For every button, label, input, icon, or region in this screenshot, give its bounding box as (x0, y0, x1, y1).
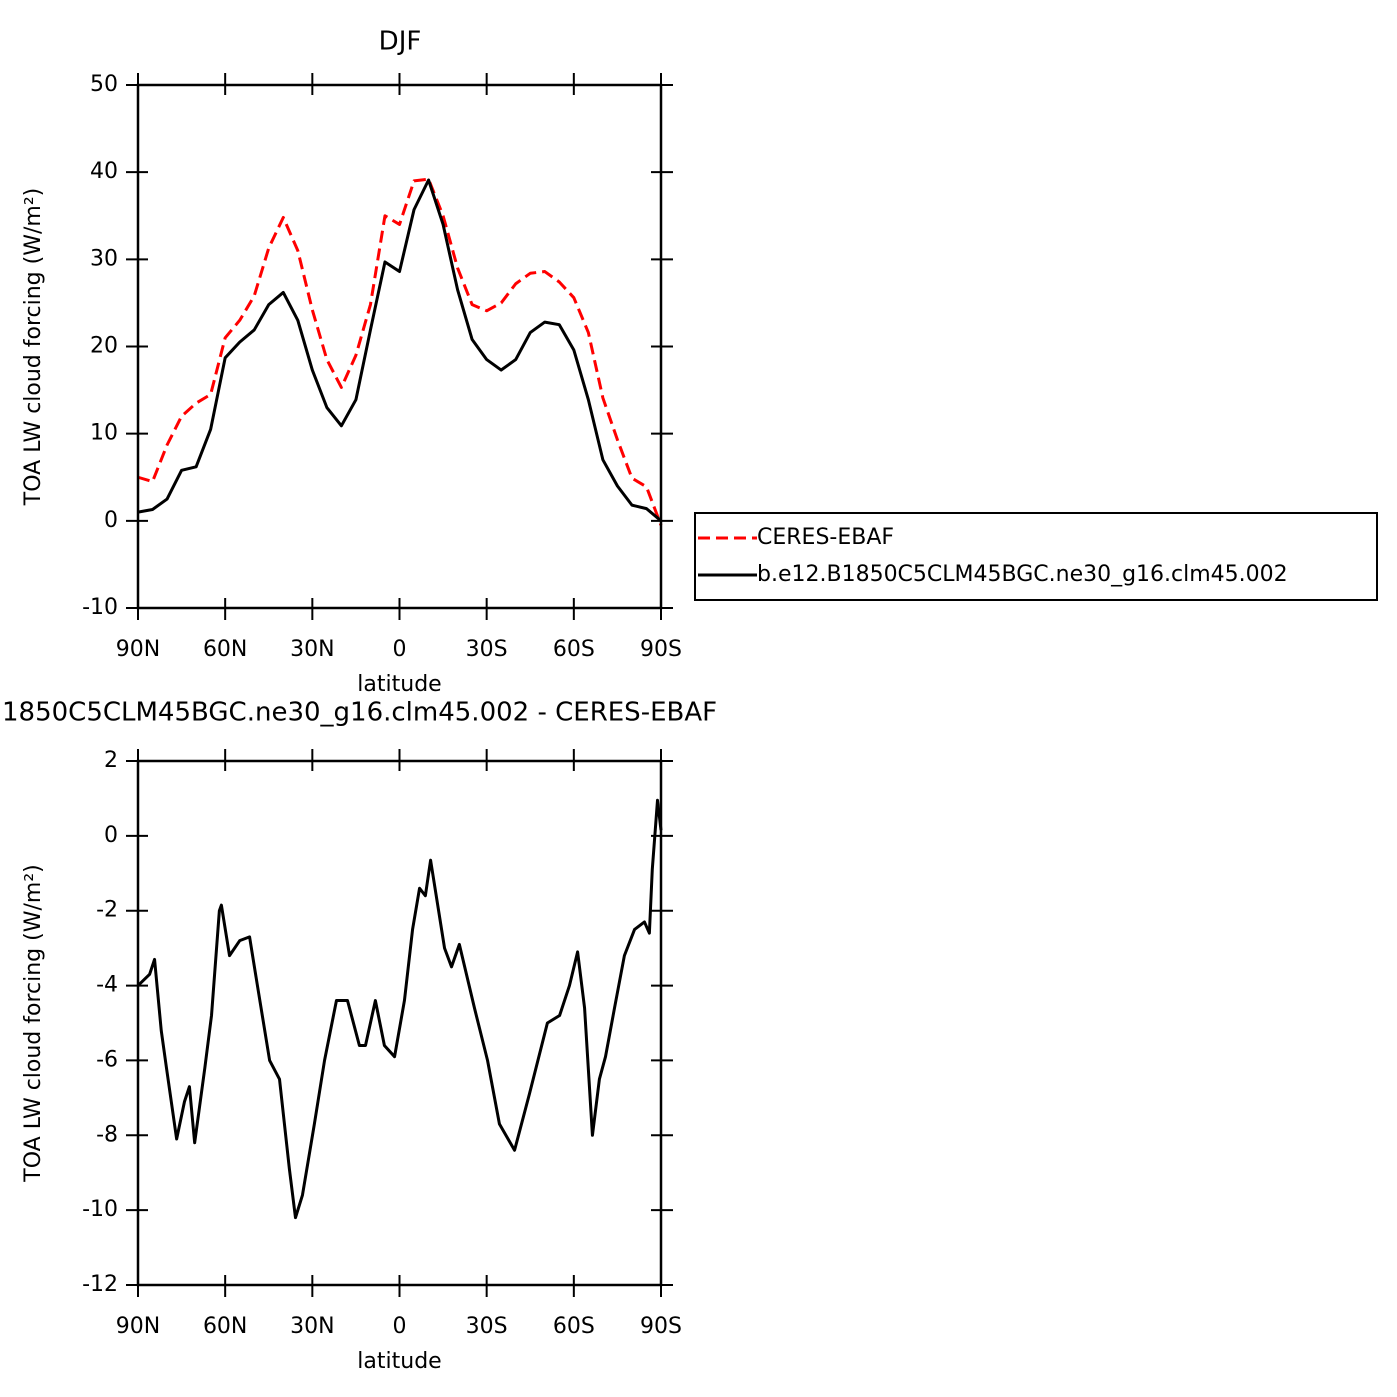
x-tick-label: 30S (466, 637, 508, 662)
legend-box (694, 512, 1378, 601)
x-tick-label: 90N (116, 1314, 160, 1339)
x-tick-label: 60N (203, 1314, 247, 1339)
y-tick-label: 0 (104, 823, 118, 848)
y-tick-label: -10 (82, 1197, 118, 1222)
x-tick-label: 90N (116, 637, 160, 662)
x-tick-label: 90S (640, 1314, 682, 1339)
y-tick-label: 2 (104, 748, 118, 773)
data-line (136, 798, 663, 1220)
y-tick-label: 10 (90, 421, 118, 446)
x-tick-label: 30N (290, 1314, 334, 1339)
y-tick-label: 0 (104, 508, 118, 533)
chart-title: 1850C5CLM45BGC.ne30_g16.clm45.002 - CERE… (2, 698, 717, 728)
y-axis-label: TOA LW cloud forcing (W/m²) (21, 864, 46, 1182)
x-tick-label: 60S (553, 637, 595, 662)
x-tick-label: 60N (203, 637, 247, 662)
y-tick-label: -8 (96, 1122, 118, 1147)
x-axis-label: latitude (357, 672, 441, 697)
y-axis-label: TOA LW cloud forcing (W/m²) (21, 188, 46, 506)
chart-title: DJF (379, 27, 422, 57)
legend-label: b.e12.B1850C5CLM45BGC.ne30_g16.clm45.002 (757, 562, 1288, 587)
x-axis-label: latitude (357, 1349, 441, 1374)
y-tick-label: -10 (82, 595, 118, 620)
y-tick-label: -4 (96, 973, 118, 998)
plot-frame (136, 759, 663, 1287)
x-tick-label: 90S (640, 637, 682, 662)
x-tick-label: 30N (290, 637, 334, 662)
y-tick-label: -12 (82, 1272, 118, 1297)
legend-label: CERES-EBAF (757, 525, 894, 550)
y-tick-label: 50 (90, 72, 118, 97)
data-line (137, 178, 662, 522)
y-tick-label: -6 (96, 1047, 118, 1072)
plot-frame (136, 83, 663, 610)
x-tick-label: 60S (553, 1314, 595, 1339)
y-tick-label: 40 (90, 159, 118, 184)
y-tick-label: 30 (90, 246, 118, 271)
x-tick-label: 0 (393, 637, 407, 662)
x-tick-label: 30S (466, 1314, 508, 1339)
x-tick-label: 0 (393, 1314, 407, 1339)
y-tick-label: -2 (96, 898, 118, 923)
data-line (137, 177, 663, 526)
y-tick-label: 20 (90, 334, 118, 359)
